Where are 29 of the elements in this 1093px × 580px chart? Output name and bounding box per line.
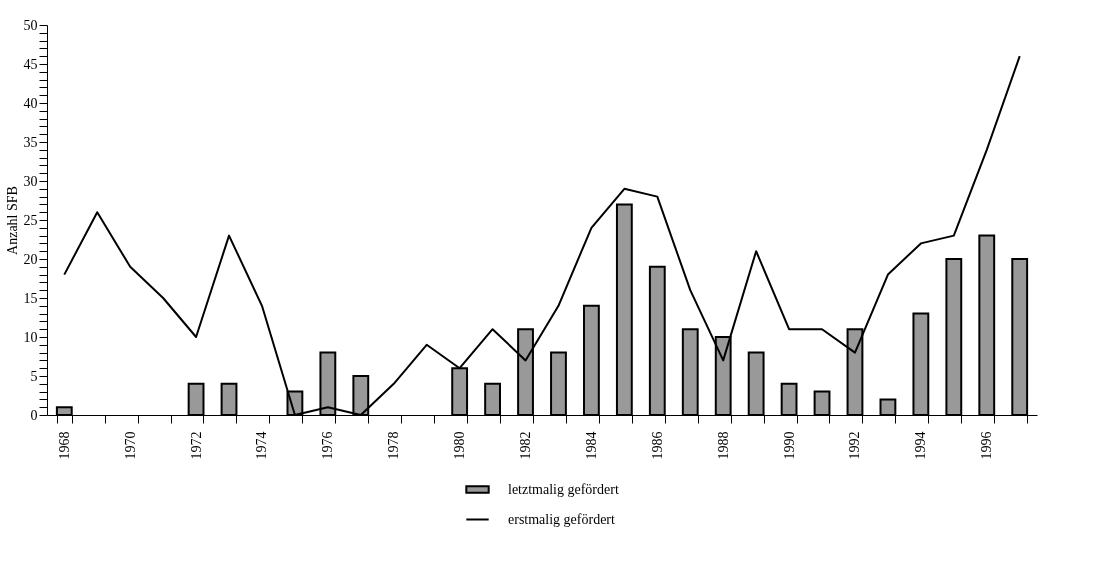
legend-label: erstmalig gefördert	[508, 511, 616, 527]
y-tick-label: 50	[23, 17, 38, 33]
x-tick-label: 1980	[452, 431, 468, 460]
y-tick-label: 40	[23, 95, 38, 111]
x-tick-label: 1984	[583, 431, 599, 460]
legend-label: letztmalig gefördert	[508, 481, 619, 497]
x-tick-label: 1986	[649, 431, 665, 460]
y-tick-label: 35	[23, 134, 38, 150]
x-tick-label: 1992	[847, 431, 863, 460]
y-axis-title: Anzahl SFB	[4, 186, 20, 255]
x-tick-label: 1970	[122, 431, 138, 460]
x-tick-label: 1976	[320, 431, 336, 460]
y-tick-label: 15	[23, 290, 38, 306]
x-tick-label: 1978	[386, 431, 402, 460]
y-tick-label: 20	[23, 251, 38, 267]
x-tick-label: 1974	[254, 431, 270, 460]
y-tick-label: 10	[23, 329, 38, 345]
x-tick-label: 1982	[518, 431, 534, 460]
y-tick-label: 0	[30, 407, 38, 423]
x-tick-label: 1972	[188, 431, 204, 460]
y-tick-label: 30	[23, 173, 38, 189]
y-tick-label: 5	[30, 368, 38, 384]
x-tick-label: 1988	[715, 431, 731, 460]
x-tick-label: 1996	[979, 431, 995, 460]
x-tick-label: 1994	[913, 431, 929, 460]
x-tick-label: 1990	[781, 431, 797, 460]
x-tick-label: 1968	[56, 431, 72, 460]
y-tick-label: 45	[23, 56, 38, 72]
y-tick-label: 25	[23, 212, 38, 228]
